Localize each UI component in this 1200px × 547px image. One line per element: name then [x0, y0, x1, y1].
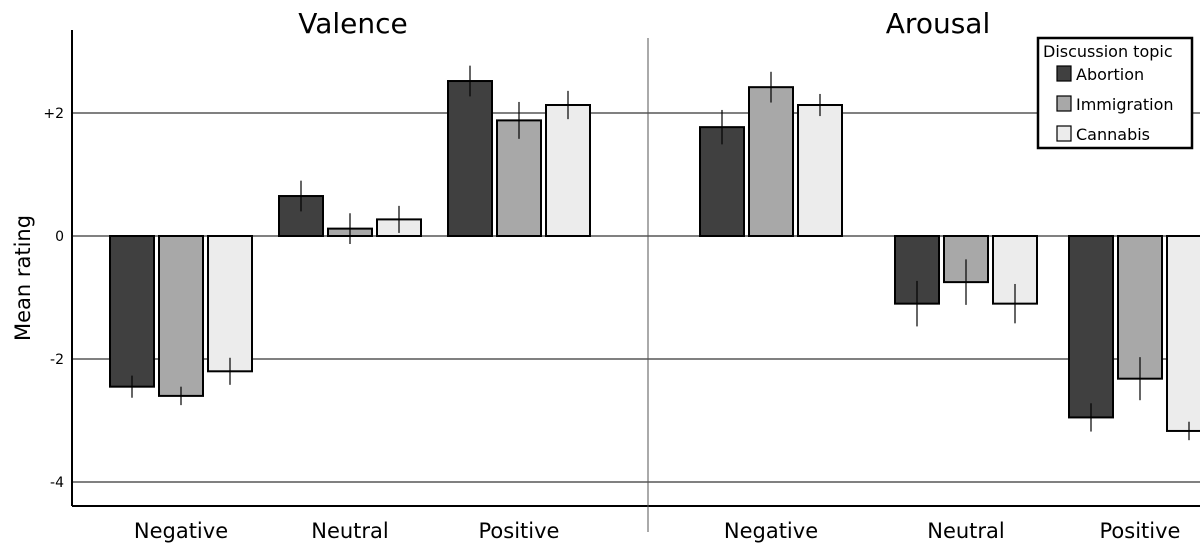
- bar-valence-positive-abortion: [447, 80, 493, 237]
- y-tick-label: -2: [50, 352, 64, 368]
- legend-swatch-cannabis: [1056, 125, 1072, 142]
- y-axis-label: Mean rating: [11, 215, 35, 341]
- legend: Discussion topic Abortion Immigration Cann…: [1036, 36, 1194, 150]
- legend-label-cannabis: Cannabis: [1076, 125, 1150, 144]
- bar-valence-negative-immigration: [158, 235, 204, 397]
- bar-valence-negative-cannabis: [207, 235, 253, 373]
- panel-title-arousal: Arousal: [886, 7, 990, 40]
- bar-valence-positive-cannabis: [545, 104, 591, 237]
- category-label: Negative: [724, 519, 818, 543]
- category-label: Neutral: [311, 519, 389, 543]
- category-label: Negative: [134, 519, 228, 543]
- category-label: Neutral: [927, 519, 1005, 543]
- legend-label-abortion: Abortion: [1076, 65, 1144, 84]
- legend-swatch-immigration: [1056, 95, 1072, 112]
- category-labels: Negative Neutral Positive Negative Neutral Po…: [134, 519, 1181, 543]
- y-tick-labels: +2 0 -2 -4: [43, 106, 64, 491]
- y-tick-label: -4: [50, 475, 64, 491]
- bar-arousal-positive-abortion: [1068, 235, 1114, 419]
- bar-arousal-negative-immigration: [748, 86, 794, 237]
- bar-valence-negative-abortion: [109, 235, 155, 388]
- axes: [71, 30, 1200, 532]
- legend-swatch-abortion: [1056, 65, 1072, 82]
- legend-title: Discussion topic: [1043, 42, 1173, 61]
- legend-items: Abortion Immigration Cannabis: [1056, 65, 1174, 144]
- y-tick-label: +2: [43, 106, 64, 122]
- bar-valence-positive-immigration: [496, 119, 542, 237]
- bars: [109, 65, 1200, 441]
- bar-arousal-negative-cannabis: [797, 104, 843, 237]
- legend-label-immigration: Immigration: [1076, 95, 1174, 114]
- y-tick-label: 0: [55, 229, 64, 245]
- bar-arousal-positive-immigration: [1117, 235, 1163, 380]
- bar-arousal-positive-cannabis: [1166, 235, 1200, 432]
- panel-title-valence: Valence: [298, 7, 408, 40]
- category-label: Positive: [1100, 519, 1181, 543]
- category-label: Positive: [479, 519, 560, 543]
